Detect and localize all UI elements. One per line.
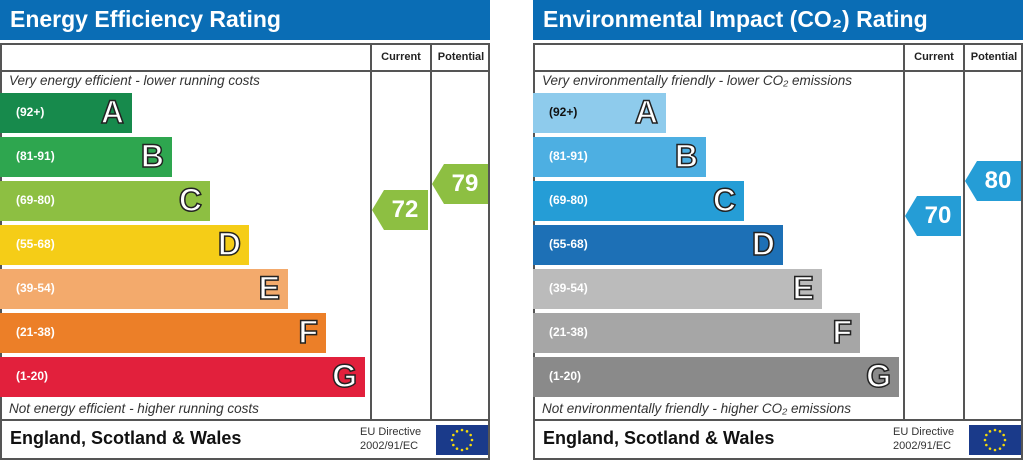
band-range: (39-54) [549, 281, 588, 295]
divider [903, 45, 905, 419]
current-column-header: Current [381, 51, 421, 63]
environmental-impact-panel: Environmental Impact (CO₂) Rating Curren… [533, 0, 1023, 460]
band-letter: C [712, 181, 737, 219]
band-f: (21-38) F [0, 313, 326, 353]
divider [535, 70, 1021, 72]
band-e: (39-54) E [533, 269, 822, 309]
band-a: (92+) A [533, 93, 666, 133]
eu-flag-icon [436, 425, 488, 455]
current-rating-arrow: 70 [905, 196, 961, 236]
band-letter: D [751, 225, 776, 263]
band-f: (21-38) F [533, 313, 860, 353]
band-letter: B [674, 137, 699, 175]
band-d: (55-68) D [533, 225, 783, 265]
divider [370, 45, 372, 419]
band-letter: A [100, 93, 125, 131]
footer: England, Scotland & Wales EU Directive 20… [0, 421, 490, 460]
divider [963, 45, 965, 419]
band-a: (92+) A [0, 93, 132, 133]
band-letter: A [634, 93, 659, 131]
band-d: (55-68) D [0, 225, 249, 265]
eu-flag-icon [969, 425, 1021, 455]
band-e: (39-54) E [0, 269, 288, 309]
energy-efficiency-panel: Energy Efficiency Rating Current Potenti… [0, 0, 490, 460]
current-column-header: Current [914, 51, 954, 63]
current-rating-arrow: 72 [372, 190, 428, 230]
band-g: (1-20) G [0, 357, 365, 397]
directive-number: 2002/91/EC [360, 440, 419, 452]
potential-column-header: Potential [970, 51, 1018, 63]
band-letter: F [832, 313, 853, 351]
top-note: Very energy efficient - lower running co… [9, 73, 260, 88]
bottom-note: Not environmentally friendly - higher CO… [542, 401, 852, 416]
band-letter: G [331, 357, 357, 395]
band-range: (55-68) [16, 237, 55, 251]
potential-rating-arrow: 79 [432, 164, 488, 204]
footer: England, Scotland & Wales EU Directive 20… [533, 421, 1023, 460]
band-range: (92+) [16, 105, 45, 119]
potential-column-header: Potential [437, 51, 485, 63]
band-c: (69-80) C [533, 181, 744, 221]
band-letter: D [217, 225, 242, 263]
band-range: (39-54) [16, 281, 55, 295]
band-letter: F [298, 313, 319, 351]
bottom-note: Not energy efficient - higher running co… [9, 401, 259, 416]
band-range: (1-20) [16, 369, 49, 383]
band-range: (21-38) [549, 325, 588, 339]
eu-directive: EU Directive 2002/91/EC [893, 425, 954, 453]
region-label: England, Scotland & Wales [543, 428, 775, 448]
band-letter: C [178, 181, 203, 219]
potential-rating-arrow: 80 [965, 161, 1021, 201]
band-range: (69-80) [549, 193, 588, 207]
band-letter: G [865, 357, 891, 395]
band-range: (81-91) [549, 149, 588, 163]
directive-line: EU Directive [893, 426, 955, 438]
divider [430, 45, 432, 419]
band-range: (92+) [549, 105, 578, 119]
band-range: (55-68) [549, 237, 588, 251]
eu-directive: EU Directive 2002/91/EC [360, 425, 421, 453]
band-c: (69-80) C [0, 181, 210, 221]
band-range: (21-38) [16, 325, 55, 339]
directive-line: EU Directive [360, 426, 422, 438]
band-b: (81-91) B [533, 137, 706, 177]
band-b: (81-91) B [0, 137, 172, 177]
band-range: (1-20) [549, 369, 582, 383]
divider [2, 70, 488, 72]
region-label: England, Scotland & Wales [10, 428, 242, 448]
band-g: (1-20) G [533, 357, 899, 397]
band-letter: E [258, 269, 281, 307]
directive-number: 2002/91/EC [893, 440, 952, 452]
band-range: (81-91) [16, 149, 55, 163]
band-letter: B [140, 137, 165, 175]
band-range: (69-80) [16, 193, 55, 207]
panel-title: Environmental Impact (CO₂) Rating [533, 0, 1023, 40]
band-letter: E [792, 269, 815, 307]
top-note: Very environmentally friendly - lower CO… [542, 73, 852, 88]
panel-title: Energy Efficiency Rating [0, 0, 490, 40]
